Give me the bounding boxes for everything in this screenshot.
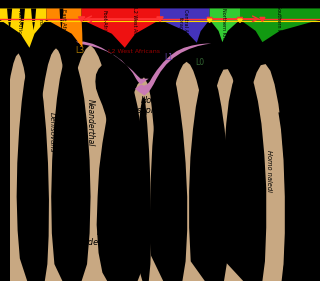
Polygon shape	[278, 112, 314, 281]
Polygon shape	[135, 96, 151, 281]
Polygon shape	[207, 19, 212, 22]
Text: Northern Khoi-...: Northern Khoi-...	[221, 8, 227, 48]
Text: Non-Africans: Non-Africans	[16, 10, 21, 43]
Polygon shape	[31, 8, 36, 30]
Text: Denisovans: Denisovans	[49, 112, 55, 152]
Text: tu: tu	[114, 96, 120, 101]
Polygon shape	[223, 65, 266, 281]
Polygon shape	[237, 17, 243, 21]
Polygon shape	[238, 19, 242, 22]
Polygon shape	[76, 42, 211, 96]
Polygon shape	[240, 8, 320, 42]
Text: L1: L1	[164, 53, 173, 62]
Text: L2 West Africans: L2 West Africans	[108, 49, 160, 54]
Polygon shape	[46, 8, 83, 48]
Text: Southern Khoi-San: Southern Khoi-San	[276, 5, 281, 51]
Polygon shape	[242, 64, 285, 281]
Text: Homo
heidelbergensis: Homo heidelbergensis	[76, 228, 142, 247]
Text: East Africans: East Africans	[61, 9, 66, 44]
Text: Homo naledi: Homo naledi	[267, 150, 272, 192]
Polygon shape	[157, 17, 163, 21]
Polygon shape	[189, 69, 229, 281]
Polygon shape	[10, 77, 294, 281]
Polygon shape	[164, 62, 210, 281]
Polygon shape	[63, 45, 117, 281]
Polygon shape	[210, 8, 240, 42]
Text: Homo erectus ssp.: Homo erectus ssp.	[17, 139, 22, 198]
Polygon shape	[95, 63, 130, 281]
Polygon shape	[260, 17, 265, 21]
Text: L2 West Africans: L2 West Africans	[132, 7, 137, 48]
Polygon shape	[51, 54, 91, 281]
Polygon shape	[78, 17, 85, 21]
Text: Central African
foragers: Central African foragers	[178, 9, 188, 46]
Polygon shape	[60, 8, 63, 30]
Text: non-...: non-...	[37, 19, 43, 34]
Text: L0: L0	[196, 58, 204, 67]
Polygon shape	[3, 53, 33, 281]
Polygon shape	[0, 0, 320, 8]
Polygon shape	[206, 69, 248, 281]
Polygon shape	[36, 48, 71, 281]
Polygon shape	[20, 8, 25, 30]
Polygon shape	[97, 90, 147, 281]
Polygon shape	[160, 8, 210, 43]
Polygon shape	[0, 42, 10, 281]
Polygon shape	[207, 17, 212, 21]
Text: L3: L3	[75, 46, 84, 55]
Polygon shape	[7, 8, 12, 30]
Polygon shape	[17, 58, 49, 281]
Polygon shape	[0, 8, 46, 48]
Text: s.: s.	[111, 92, 116, 97]
Text: Foot-Africans: Foot-Africans	[101, 10, 107, 42]
Text: Homo
sapiens: Homo sapiens	[137, 96, 169, 115]
Text: Neanderthal: Neanderthal	[86, 99, 95, 146]
Polygon shape	[82, 8, 160, 48]
Polygon shape	[150, 65, 187, 281]
